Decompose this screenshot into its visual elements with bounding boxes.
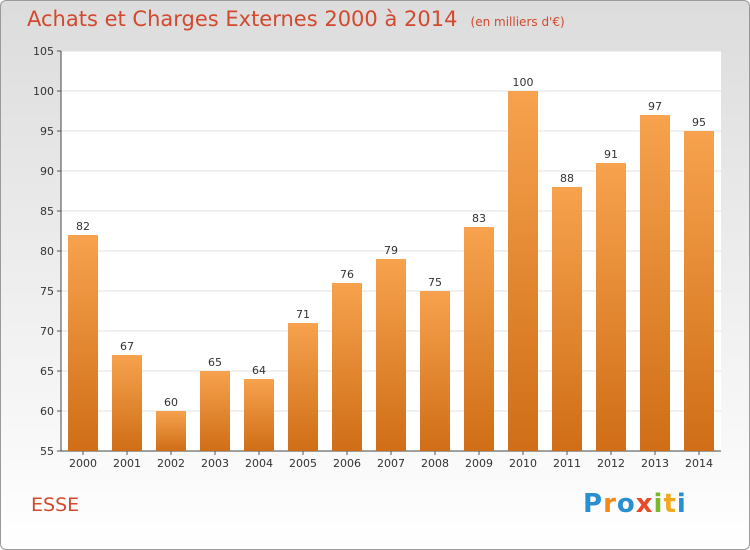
- bar-2001: [112, 355, 142, 451]
- bar-2011: [552, 187, 582, 451]
- data-label: 79: [384, 244, 398, 257]
- x-tick-label: 2012: [597, 457, 625, 470]
- data-label: 71: [296, 308, 310, 321]
- x-tick-label: 2007: [377, 457, 405, 470]
- y-tick-label: 85: [40, 205, 54, 218]
- x-tick-label: 2009: [465, 457, 493, 470]
- bar-2012: [596, 163, 626, 451]
- logo-letter: i: [676, 489, 687, 519]
- y-tick-label: 75: [40, 285, 54, 298]
- x-tick-label: 2000: [69, 457, 97, 470]
- chart-title-text: Achats et Charges Externes 2000 à 2014: [27, 7, 458, 31]
- data-label: 64: [252, 364, 266, 377]
- x-tick-label: 2011: [553, 457, 581, 470]
- chart-subtitle: (en milliers d'€): [470, 15, 565, 29]
- bar-2006: [332, 283, 362, 451]
- data-label: 75: [428, 276, 442, 289]
- bar-2000: [68, 235, 98, 451]
- data-label: 65: [208, 356, 222, 369]
- chart-title: Achats et Charges Externes 2000 à 2014 (…: [27, 7, 565, 31]
- logo-letter: P: [583, 489, 604, 519]
- data-label: 91: [604, 148, 618, 161]
- proxiti-logo: Proxiti: [583, 489, 687, 519]
- bar-2013: [640, 115, 670, 451]
- data-label: 83: [472, 212, 486, 225]
- x-tick-label: 2002: [157, 457, 185, 470]
- data-label: 100: [513, 76, 534, 89]
- data-label: 95: [692, 116, 706, 129]
- labels: 55 60 65 70 75 80 85 90 95 100 105 82 2000 67 2001 60 20…: [33, 45, 713, 470]
- y-tick-label: 100: [33, 85, 54, 98]
- x-tick-label: 2001: [113, 457, 141, 470]
- y-tick-label: 65: [40, 365, 54, 378]
- bar-2010: [508, 91, 538, 451]
- y-tick-label: 105: [33, 45, 54, 58]
- y-tick-label: 80: [40, 245, 54, 258]
- y-tick-label: 55: [40, 445, 54, 458]
- logo-letter: r: [603, 489, 617, 519]
- logo-letter: x: [635, 489, 654, 519]
- x-tick-label: 2014: [685, 457, 713, 470]
- bar-2008: [420, 291, 450, 451]
- x-tick-label: 2013: [641, 457, 669, 470]
- bar-2005: [288, 323, 318, 451]
- x-tick-label: 2010: [509, 457, 537, 470]
- data-label: 60: [164, 396, 178, 409]
- y-tick-label: 60: [40, 405, 54, 418]
- y-tick-label: 90: [40, 165, 54, 178]
- x-tick-label: 2005: [289, 457, 317, 470]
- data-label: 97: [648, 100, 662, 113]
- x-tick-label: 2004: [245, 457, 273, 470]
- y-tick-label: 70: [40, 325, 54, 338]
- x-tick-label: 2003: [201, 457, 229, 470]
- data-label: 88: [560, 172, 574, 185]
- x-tick-label: 2008: [421, 457, 449, 470]
- bar-2002: [156, 411, 186, 451]
- logo-letter: o: [616, 489, 636, 519]
- y-tick-label: 95: [40, 125, 54, 138]
- logo-letter: t: [663, 489, 677, 519]
- data-label: 82: [76, 220, 90, 233]
- commune-name: ESSE: [31, 494, 80, 516]
- bar-2004: [244, 379, 274, 451]
- logo-letter: i: [653, 489, 664, 519]
- bar-2003: [200, 371, 230, 451]
- data-label: 67: [120, 340, 134, 353]
- bar-2009: [464, 227, 494, 451]
- bar-2007: [376, 259, 406, 451]
- bar-2014: [684, 131, 714, 451]
- x-tick-label: 2006: [333, 457, 361, 470]
- bars: [68, 91, 714, 451]
- data-label: 76: [340, 268, 354, 281]
